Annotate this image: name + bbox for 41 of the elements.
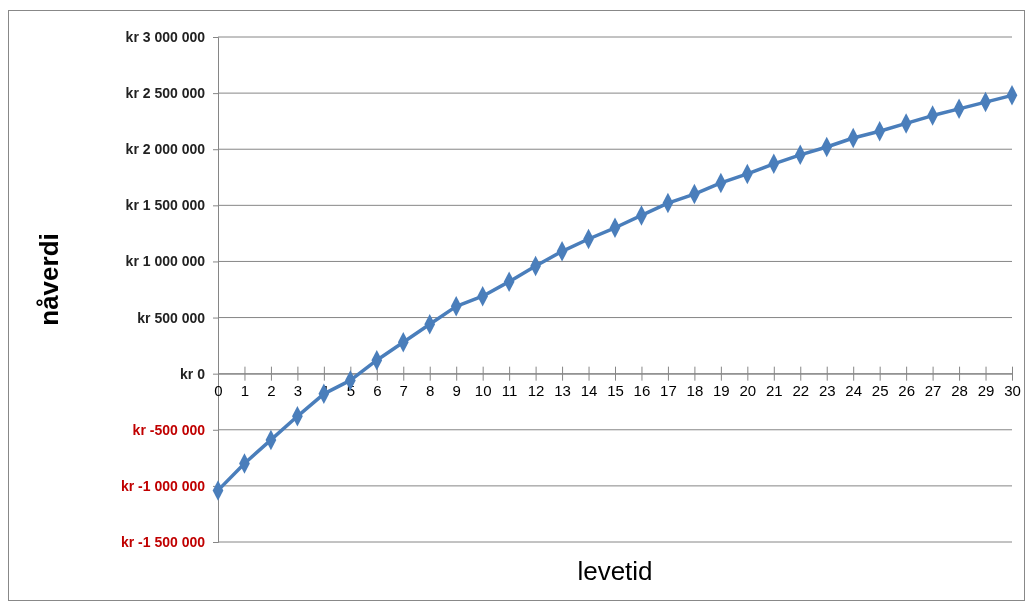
x-tick-label: 12 (527, 382, 545, 400)
x-tick-label: 18 (686, 382, 704, 400)
x-tick-label: 1 (240, 382, 250, 400)
x-tick-label: 22 (792, 382, 810, 400)
x-tick-label: 20 (739, 382, 757, 400)
x-tick-label: 26 (898, 382, 915, 400)
x-tick-label: 24 (845, 382, 863, 400)
x-tick-label: 25 (871, 382, 889, 400)
y-axis-title: nåverdi (34, 233, 64, 326)
x-tick-label: 17 (660, 382, 677, 400)
y-tick-label: kr 1 500 000 (125, 197, 206, 214)
x-tick-label: 21 (765, 382, 783, 400)
x-tick-label: 27 (924, 382, 942, 400)
x-tick-label: 16 (633, 382, 651, 400)
y-tick-label: kr 2 000 000 (125, 141, 206, 158)
x-tick-label: 15 (607, 382, 624, 400)
x-tick-label: 10 (474, 382, 492, 400)
y-tick-label: kr -500 000 (132, 421, 206, 438)
x-axis-title: levetid (577, 556, 653, 586)
x-tick-label: 30 (1004, 382, 1021, 400)
x-tick-label: 7 (399, 382, 408, 400)
x-tick-label: 13 (554, 382, 571, 400)
y-tick-label: kr 2 500 000 (125, 85, 206, 102)
y-tick-label: kr 500 000 (137, 309, 206, 326)
x-tick-label: 23 (818, 382, 836, 400)
y-tick-label: kr -1 500 000 (120, 533, 206, 550)
x-tick-label: 14 (580, 382, 598, 400)
y-tick-label: kr 1 000 000 (125, 253, 206, 270)
x-tick-label: 6 (373, 382, 382, 400)
y-tick-label: kr 3 000 000 (125, 28, 206, 45)
x-tick-label: 9 (452, 382, 461, 400)
y-tick-label: kr 0 (180, 365, 206, 382)
x-tick-label: 19 (713, 382, 730, 400)
y-tick-label: kr -1 000 000 (120, 477, 206, 494)
x-tick-label: 11 (501, 382, 518, 400)
x-tick-label: 29 (977, 382, 995, 400)
x-tick-label: 0 (214, 382, 223, 400)
x-tick-label: 3 (293, 382, 303, 400)
x-tick-label: 28 (951, 382, 968, 400)
x-tick-label: 8 (426, 382, 435, 400)
x-tick-label: 2 (267, 382, 276, 400)
